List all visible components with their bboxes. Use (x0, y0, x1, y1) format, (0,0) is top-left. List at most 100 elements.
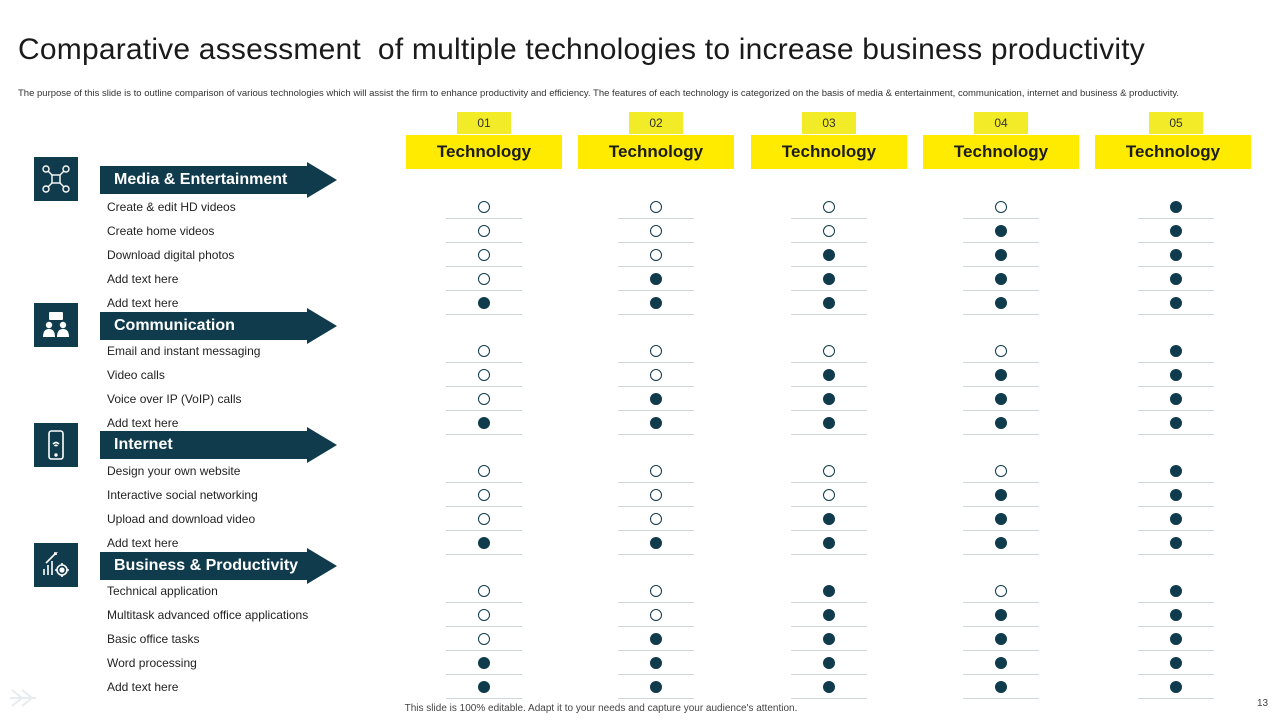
row-divider (446, 698, 522, 699)
row-divider (791, 218, 867, 219)
feature-label: Word processing (107, 656, 197, 670)
footer-note: This slide is 100% editable. Adapt it to… (0, 703, 1280, 714)
row-divider (446, 650, 522, 651)
filled-circle-icon (995, 681, 1007, 693)
row-divider (1138, 674, 1214, 675)
filled-circle-icon (1170, 513, 1182, 525)
column-header: Technology (406, 135, 562, 169)
category-banner: Media & Entertainment (100, 162, 337, 198)
filled-circle-icon (478, 417, 490, 429)
filled-circle-icon (995, 273, 1007, 285)
row-divider (1138, 410, 1214, 411)
slide-subtitle: The purpose of this slide is to outline … (18, 88, 1180, 99)
filled-circle-icon (478, 681, 490, 693)
row-divider (791, 362, 867, 363)
filled-circle-icon (995, 513, 1007, 525)
row-divider (446, 554, 522, 555)
row-divider (791, 698, 867, 699)
row-divider (618, 602, 694, 603)
empty-circle-icon (823, 465, 835, 477)
row-divider (618, 242, 694, 243)
empty-circle-icon (478, 225, 490, 237)
category-banner: Communication (100, 308, 337, 344)
feature-label: Create & edit HD videos (107, 200, 236, 214)
category-banner: Business & Productivity (100, 548, 337, 584)
row-divider (1138, 290, 1214, 291)
growth-gear-icon (34, 543, 78, 587)
filled-circle-icon (1170, 489, 1182, 501)
row-divider (618, 290, 694, 291)
row-divider (791, 314, 867, 315)
filled-circle-icon (995, 417, 1007, 429)
empty-circle-icon (478, 273, 490, 285)
row-divider (963, 266, 1039, 267)
filled-circle-icon (1170, 657, 1182, 669)
filled-circle-icon (823, 417, 835, 429)
filled-circle-icon (478, 657, 490, 669)
empty-circle-icon (478, 513, 490, 525)
filled-circle-icon (1170, 585, 1182, 597)
filled-circle-icon (995, 249, 1007, 261)
row-divider (618, 218, 694, 219)
row-divider (963, 626, 1039, 627)
empty-circle-icon (823, 345, 835, 357)
column-header: Technology (1095, 135, 1251, 169)
row-divider (963, 698, 1039, 699)
row-divider (446, 506, 522, 507)
row-divider (791, 386, 867, 387)
filled-circle-icon (995, 225, 1007, 237)
column-number: 03 (802, 112, 856, 134)
people-chat-icon (34, 303, 78, 347)
row-divider (618, 626, 694, 627)
row-divider (963, 482, 1039, 483)
filled-circle-icon (650, 393, 662, 405)
row-divider (446, 674, 522, 675)
row-divider (618, 506, 694, 507)
empty-circle-icon (478, 201, 490, 213)
category-label: Business & Productivity (114, 557, 299, 574)
filled-circle-icon (1170, 465, 1182, 477)
row-divider (963, 434, 1039, 435)
filled-circle-icon (1170, 225, 1182, 237)
filled-circle-icon (650, 297, 662, 309)
row-divider (963, 650, 1039, 651)
filled-circle-icon (650, 537, 662, 549)
filled-circle-icon (1170, 417, 1182, 429)
feature-label: Add text here (107, 536, 179, 550)
empty-circle-icon (823, 489, 835, 501)
filled-circle-icon (1170, 537, 1182, 549)
empty-circle-icon (650, 465, 662, 477)
feature-label: Upload and download video (107, 512, 256, 526)
row-divider (446, 602, 522, 603)
row-divider (963, 242, 1039, 243)
feature-label: Interactive social networking (107, 488, 258, 502)
category-label: Media & Entertainment (114, 171, 288, 188)
filled-circle-icon (478, 537, 490, 549)
feature-label: Add text here (107, 680, 179, 694)
filled-circle-icon (823, 633, 835, 645)
row-divider (618, 266, 694, 267)
empty-circle-icon (650, 225, 662, 237)
row-divider (1138, 362, 1214, 363)
row-divider (1138, 602, 1214, 603)
filled-circle-icon (650, 633, 662, 645)
row-divider (963, 290, 1039, 291)
empty-circle-icon (478, 633, 490, 645)
page-number: 13 (1257, 698, 1269, 709)
category-label: Communication (114, 317, 235, 334)
empty-circle-icon (478, 249, 490, 261)
empty-circle-icon (650, 369, 662, 381)
filled-circle-icon (823, 681, 835, 693)
row-divider (618, 434, 694, 435)
empty-circle-icon (823, 225, 835, 237)
row-divider (791, 242, 867, 243)
feature-label: Technical application (107, 584, 218, 598)
row-divider (618, 482, 694, 483)
empty-circle-icon (995, 585, 1007, 597)
row-divider (791, 626, 867, 627)
row-divider (446, 314, 522, 315)
column-number: 05 (1149, 112, 1203, 134)
column-header: Technology (578, 135, 734, 169)
empty-circle-icon (478, 393, 490, 405)
row-divider (446, 386, 522, 387)
